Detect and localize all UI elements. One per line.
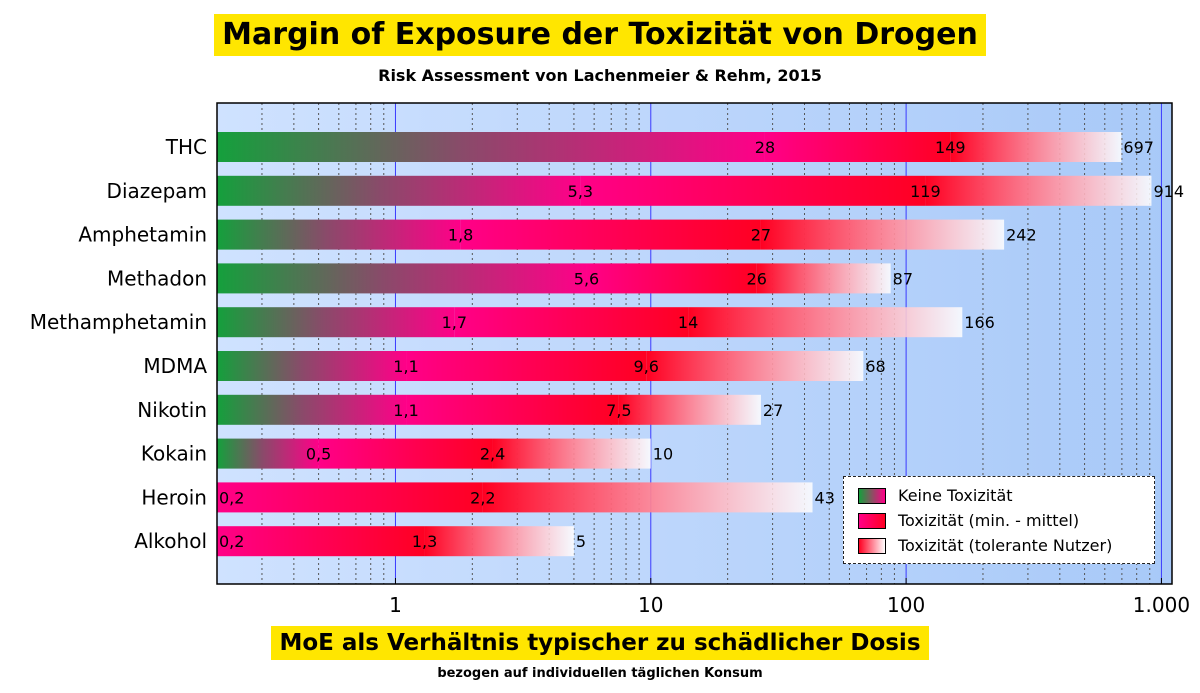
data-label-tolerante: 27 xyxy=(763,401,783,420)
plot-frame xyxy=(216,102,1173,585)
legend: Keine Toxizität Toxizität (min. - mittel… xyxy=(843,476,1155,564)
data-label-min-mittel: 2,4 xyxy=(480,445,505,464)
legend-label-keine: Keine Toxizität xyxy=(898,486,1013,505)
category-label: Methamphetamin xyxy=(30,310,207,334)
data-label-keine: 0,2 xyxy=(219,488,244,507)
bar-toxizitaet-tolerante-nutzer xyxy=(424,526,574,557)
bar-toxizitaet-min-mittel xyxy=(318,438,493,469)
bar-toxizitaet-min-mittel xyxy=(460,219,761,250)
category-label: THC xyxy=(165,135,207,159)
chart-title: Margin of Exposure der Toxizität von Dro… xyxy=(214,14,986,56)
x-axis-title: MoE als Verhältnis typischer zu schädlic… xyxy=(271,626,929,660)
x-axis: 1 10 100 1.000 xyxy=(389,578,1190,617)
chart-subtitle: Risk Assessment von Lachenmeier & Rehm, … xyxy=(378,66,822,85)
labels: THC 28 149 697 Diazepam 5,3 119 914 Amphetamin 1,… xyxy=(30,135,1184,553)
category-label: Alkohol xyxy=(134,529,207,553)
data-label-keine: 1,7 xyxy=(442,313,467,332)
data-label-min-mittel: 7,5 xyxy=(606,401,631,420)
data-label-keine: 5,3 xyxy=(568,182,593,201)
data-label-keine: 5,6 xyxy=(574,269,599,288)
data-label-tolerante: 43 xyxy=(815,488,835,507)
bar-toxizitaet-min-mittel xyxy=(217,482,483,513)
data-label-min-mittel: 1,3 xyxy=(412,532,437,551)
data-label-min-mittel: 9,6 xyxy=(634,357,659,376)
bar-toxizitaet-tolerante-nutzer xyxy=(646,351,864,381)
bar-keine-toxizitaet xyxy=(217,307,455,338)
bar-keine-toxizitaet xyxy=(217,175,581,206)
bar-toxizitaet-min-mittel xyxy=(580,175,926,206)
category-label: Heroin xyxy=(141,485,207,509)
category-label: Kokain xyxy=(141,442,207,466)
bar-toxizitaet-tolerante-nutzer xyxy=(756,263,891,294)
data-label-tolerante: 87 xyxy=(893,269,913,288)
data-label-tolerante: 68 xyxy=(865,357,885,376)
category-label: Diazepam xyxy=(107,179,207,203)
legend-label-tolerante: Toxizität (tolerante Nutzer) xyxy=(898,536,1113,555)
category-label: Amphetamin xyxy=(78,223,207,247)
bars xyxy=(217,132,1152,557)
bar-toxizitaet-min-mittel xyxy=(764,132,951,162)
legend-item-min-mittel: Toxizität (min. - mittel) xyxy=(858,508,1154,533)
data-label-min-mittel: 149 xyxy=(935,138,966,157)
data-label-tolerante: 5 xyxy=(576,532,586,551)
bar-toxizitaet-tolerante-nutzer xyxy=(925,175,1152,206)
x-axis-subtitle: bezogen auf individuellen täglichen Kons… xyxy=(437,666,763,681)
bar-toxizitaet-min-mittel xyxy=(454,307,689,338)
bar-keine-toxizitaet xyxy=(217,219,461,250)
legend-swatch-min-mittel xyxy=(858,512,886,529)
data-label-tolerante: 166 xyxy=(964,313,995,332)
bar-toxizitaet-min-mittel xyxy=(406,351,647,381)
data-label-tolerante: 242 xyxy=(1006,226,1037,245)
data-label-min-mittel: 26 xyxy=(747,269,767,288)
data-label-min-mittel: 14 xyxy=(678,313,698,332)
chart-title-wrap: Margin of Exposure der Toxizität von Dro… xyxy=(0,14,1200,56)
bar-toxizitaet-tolerante-nutzer xyxy=(618,394,761,425)
bar-toxizitaet-tolerante-nutzer xyxy=(482,482,813,513)
data-label-keine: 1,1 xyxy=(393,401,418,420)
data-label-tolerante: 914 xyxy=(1153,182,1184,201)
data-label-min-mittel: 119 xyxy=(910,182,941,201)
data-label-tolerante: 697 xyxy=(1123,138,1154,157)
bar-keine-toxizitaet xyxy=(217,394,407,425)
bar-toxizitaet-min-mittel xyxy=(217,526,425,557)
bar-toxizitaet-tolerante-nutzer xyxy=(760,219,1005,250)
data-label-tolerante: 10 xyxy=(653,445,673,464)
data-label-min-mittel: 27 xyxy=(751,226,771,245)
bar-toxizitaet-tolerante-nutzer xyxy=(688,307,963,338)
legend-swatch-tolerante xyxy=(858,537,886,554)
legend-label-min-mittel: Toxizität (min. - mittel) xyxy=(898,511,1080,530)
data-label-keine: 1,8 xyxy=(448,226,473,245)
legend-item-keine: Keine Toxizität xyxy=(858,483,1154,508)
category-label: MDMA xyxy=(143,354,207,378)
data-label-keine: 0,5 xyxy=(306,445,331,464)
x-tick-label: 10 xyxy=(638,593,663,617)
bar-keine-toxizitaet xyxy=(217,263,587,294)
category-label: Nikotin xyxy=(137,398,207,422)
data-label-keine: 28 xyxy=(755,138,775,157)
legend-item-tolerante: Toxizität (tolerante Nutzer) xyxy=(858,533,1154,558)
x-tick-label: 100 xyxy=(887,593,925,617)
category-label: Methadon xyxy=(107,266,207,290)
data-label-keine: 1,1 xyxy=(393,357,418,376)
x-tick-label: 1.000 xyxy=(1133,593,1190,617)
x-tick-label: 1 xyxy=(389,593,402,617)
bar-toxizitaet-min-mittel xyxy=(406,394,619,425)
bar-toxizitaet-min-mittel xyxy=(586,263,757,294)
bar-keine-toxizitaet xyxy=(217,351,407,381)
bar-toxizitaet-tolerante-nutzer xyxy=(492,438,651,469)
bar-keine-toxizitaet xyxy=(217,438,319,469)
bar-keine-toxizitaet xyxy=(217,132,765,162)
legend-swatch-keine xyxy=(858,487,886,504)
data-label-keine: 0,2 xyxy=(219,532,244,551)
data-label-min-mittel: 2,2 xyxy=(470,488,495,507)
x-axis-title-wrap: MoE als Verhältnis typischer zu schädlic… xyxy=(0,626,1200,660)
bar-toxizitaet-tolerante-nutzer xyxy=(950,132,1122,162)
